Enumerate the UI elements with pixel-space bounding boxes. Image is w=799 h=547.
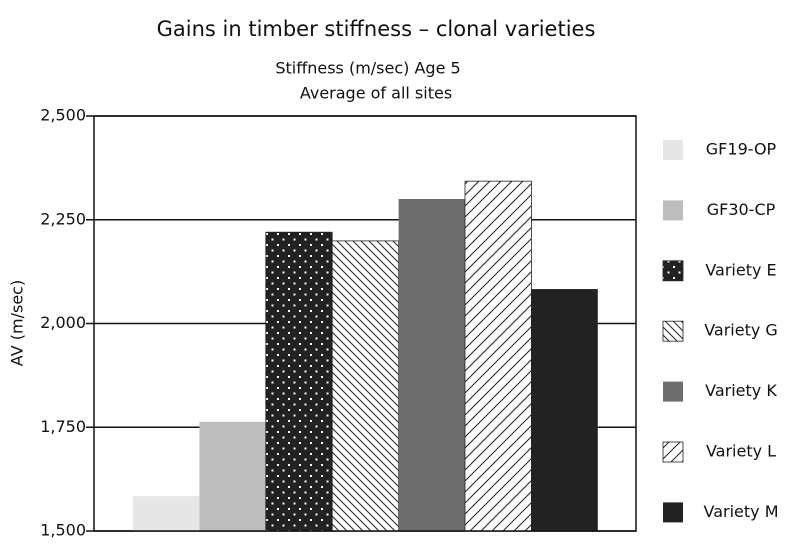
legend-swatch	[662, 260, 684, 282]
chart-subtitle: Stiffness (m/sec) Age 5	[275, 59, 460, 78]
legend-swatch	[662, 441, 684, 463]
y-tick-label: 2,000	[40, 313, 86, 332]
bar	[199, 421, 266, 531]
bar	[531, 289, 598, 531]
legend-swatch	[663, 502, 683, 523]
legend-label: Variety G	[704, 321, 778, 340]
legend-label: GF19-OP	[706, 140, 777, 159]
y-tick-label: 1,500	[40, 521, 86, 540]
y-tick-label: 2,250	[40, 209, 86, 228]
legend-label: Variety L	[706, 442, 776, 461]
legend-label: GF30-CP	[707, 200, 776, 219]
bar	[464, 180, 532, 532]
y-tick-label: 1,750	[40, 417, 86, 436]
bar	[331, 240, 400, 532]
chart-title: Gains in timber stiffness – clonal varie…	[157, 17, 596, 41]
legend-swatch	[663, 140, 683, 160]
y-axis-label: AV (m/sec)	[8, 280, 27, 366]
legend-swatch	[663, 381, 683, 402]
legend-swatch	[662, 320, 684, 342]
bar	[265, 231, 333, 532]
chart-subtitle: Average of all sites	[300, 84, 452, 103]
legend-label: Variety E	[705, 260, 776, 279]
legend-label: Variety M	[703, 502, 778, 521]
bar	[398, 199, 465, 531]
legend-swatch	[663, 200, 683, 221]
bar	[133, 496, 200, 531]
y-tick-label: 2,500	[40, 106, 86, 125]
legend-label: Variety K	[705, 381, 777, 400]
